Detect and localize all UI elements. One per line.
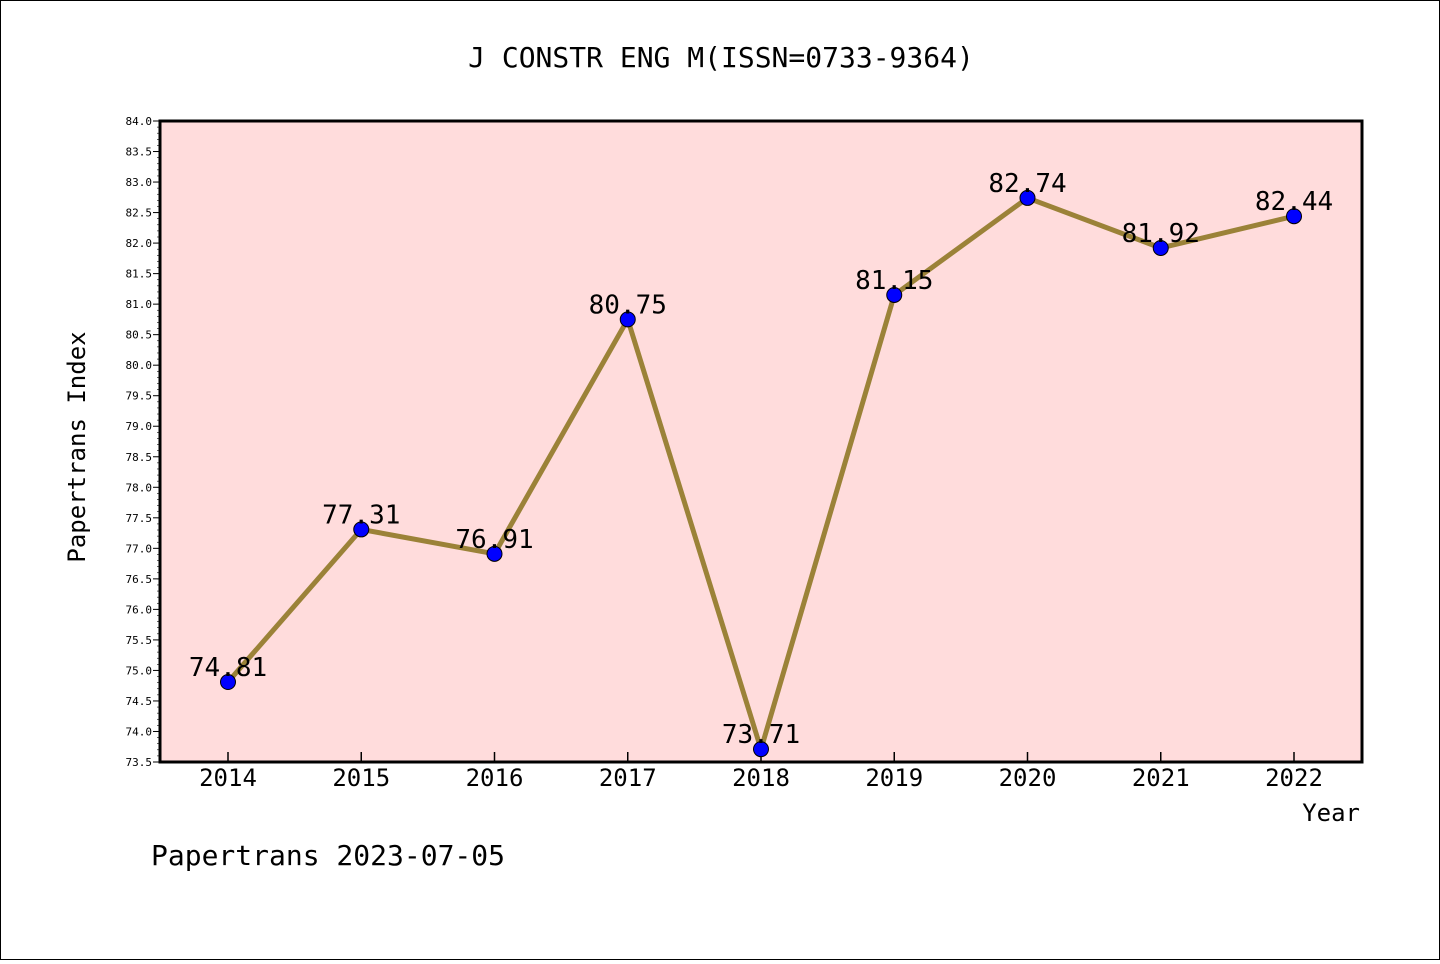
y-tick-label: 74.5	[126, 695, 153, 708]
chart-title: J CONSTR ENG M(ISSN=0733-9364)	[468, 41, 974, 74]
y-tick-label: 77.5	[126, 512, 153, 525]
data-label: 82.74	[988, 169, 1066, 199]
x-tick-label: 2017	[599, 764, 657, 792]
data-point	[753, 741, 769, 758]
y-tick-label: 75.0	[126, 664, 153, 677]
y-tick-label: 74.0	[126, 725, 153, 738]
x-tick-label: 2022	[1265, 764, 1323, 792]
y-tick-label: 78.5	[126, 451, 153, 464]
y-tick-label: 81.5	[126, 268, 153, 281]
y-tick-label: 76.5	[126, 573, 153, 586]
data-point	[1019, 189, 1036, 206]
y-axis: 73.5 74.0 74.5 75.0 75.5 76.0 76.5 77.0 77.5 78.0…	[126, 115, 160, 769]
x-tick-label: 2018	[732, 764, 790, 792]
data-label: 81.92	[1122, 219, 1200, 249]
x-tick-label: 2016	[466, 764, 524, 792]
x-tick-label: 2020	[999, 764, 1057, 792]
y-tick-label: 83.0	[126, 176, 153, 189]
y-tick-label: 79.5	[126, 390, 153, 403]
y-tick-label: 80.0	[126, 359, 153, 372]
y-tick-label: 73.5	[126, 756, 153, 769]
data-label: 73.71	[722, 720, 800, 750]
y-tick-label: 82.5	[126, 207, 153, 220]
x-tick-label: 2021	[1132, 764, 1190, 792]
footer-text: Papertrans 2023-07-05	[151, 839, 505, 872]
data-point	[886, 286, 903, 303]
data-point	[1286, 208, 1302, 225]
x-tick-label: 2015	[332, 764, 390, 792]
x-axis: 2014 2015 2016 2017 2018 2019 2020 2021 2022	[199, 752, 1323, 792]
y-tick-label: 82.0	[126, 237, 153, 250]
y-tick-label: 84.0	[126, 115, 153, 128]
y-tick-label: 78.0	[126, 481, 153, 494]
y-tick-label: 77.0	[126, 542, 153, 555]
data-point	[220, 674, 236, 691]
y-tick-label: 83.5	[126, 146, 153, 159]
y-tick-label: 80.5	[126, 329, 153, 342]
data-label: 81.15	[855, 266, 933, 296]
data-label: 80.75	[589, 290, 667, 320]
y-tick-label: 81.0	[126, 298, 153, 311]
x-tick-label: 2019	[865, 764, 923, 792]
y-tick-label: 76.0	[126, 603, 153, 616]
plot-area	[158, 119, 1364, 764]
data-point	[1152, 239, 1169, 256]
data-point	[619, 311, 636, 328]
data-labels: 74.81 77.31 76.91 80.75 73.71 81.15 82.74 81.92…	[189, 169, 1333, 750]
x-tick-label: 2014	[199, 764, 257, 792]
data-point	[486, 545, 503, 562]
data-label: 77.31	[322, 500, 400, 530]
data-label: 76.91	[455, 525, 533, 555]
y-tick-label: 75.5	[126, 634, 153, 647]
data-points	[220, 189, 1302, 758]
data-point	[353, 521, 370, 538]
data-label: 82.44	[1255, 187, 1333, 217]
x-axis-label: Year	[1302, 799, 1360, 827]
y-axis-label: Papertrans Index	[63, 331, 91, 562]
data-label: 74.81	[189, 653, 267, 683]
y-tick-label: 79.0	[126, 420, 153, 433]
